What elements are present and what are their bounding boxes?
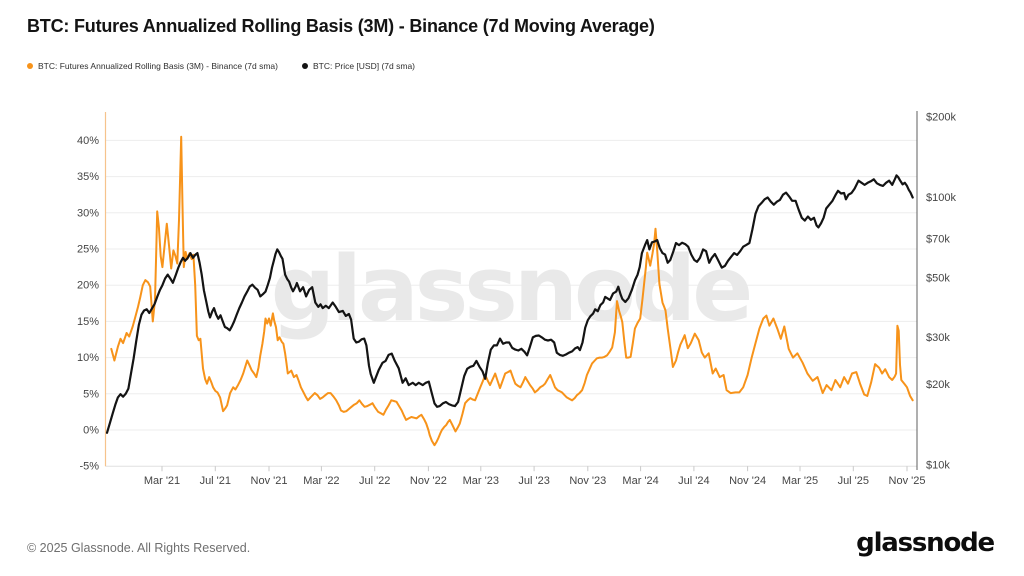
x-tick-label: Mar '21 — [144, 475, 180, 487]
y-left-tick-label: 15% — [77, 316, 99, 328]
y-right-tick-label: $30k — [926, 332, 950, 344]
y-right-tick-label: $70k — [926, 234, 950, 246]
y-right-tick-label: $200k — [926, 112, 956, 124]
legend-swatch-basis-icon — [27, 63, 33, 69]
price-line[interactable] — [105, 174, 914, 434]
y-left-tick-label: 40% — [77, 135, 99, 147]
y-left-tick-label: 30% — [77, 207, 99, 219]
x-tick-label: Nov '24 — [729, 475, 766, 487]
y-left-tick-label: -5% — [79, 461, 99, 473]
y-right-tick-label: $10k — [926, 460, 950, 472]
glassnode-logo[interactable]: glassnode — [856, 528, 995, 558]
x-tick-label: Mar '23 — [463, 475, 499, 487]
legend-label-basis: BTC: Futures Annualized Rolling Basis (3… — [38, 61, 278, 71]
x-tick-label: Nov '23 — [569, 475, 606, 487]
y-right-tick-label: $20k — [926, 379, 950, 391]
x-tick-label: Nov '22 — [410, 475, 447, 487]
x-tick-label: Jul '22 — [359, 475, 390, 487]
legend-label-price: BTC: Price [USD] (7d sma) — [312, 61, 416, 71]
x-tick-label: Jul '21 — [200, 475, 231, 487]
y-right-tick-label: $100k — [926, 192, 956, 204]
x-tick-label: Jul '24 — [678, 475, 709, 487]
y-left-tick-label: 10% — [77, 352, 99, 364]
y-right-tick-label: $50k — [926, 273, 950, 285]
legend-item-price[interactable]: BTC: Price [USD] (7d sma) — [301, 61, 416, 71]
legend-item-basis[interactable]: BTC: Futures Annualized Rolling Basis (3… — [27, 61, 278, 71]
watermark: glassnode — [271, 237, 750, 342]
x-tick-label: Jul '23 — [518, 475, 549, 487]
y-left-tick-label: 0% — [83, 425, 99, 437]
copyright-text: © 2025 Glassnode. All Rights Reserved. — [27, 541, 251, 555]
legend-swatch-price-icon — [301, 63, 308, 69]
x-tick-label: Mar '24 — [622, 475, 658, 487]
x-tick-label: Nov '25 — [889, 475, 926, 487]
legend: BTC: Futures Annualized Rolling Basis (3… — [27, 61, 415, 71]
x-tick-label: Mar '22 — [303, 475, 339, 487]
x-tick-label: Jul '25 — [838, 475, 869, 487]
chart-canvas[interactable]: glassnode 40% 35% 30% 25% 20% 15% 10% 5% 0% -5% $20… — [0, 0, 1024, 500]
y-left-tick-label: 20% — [77, 280, 99, 292]
basis-line[interactable] — [110, 135, 914, 447]
y-left-tick-label: 25% — [77, 244, 99, 256]
page-title: BTC: Futures Annualized Rolling Basis (3… — [27, 16, 655, 36]
y-left-tick-label: 5% — [83, 388, 99, 400]
y-left-tick-label: 35% — [77, 171, 99, 183]
x-tick-label: Nov '21 — [251, 475, 288, 487]
x-tick-label: Mar '25 — [782, 475, 818, 487]
